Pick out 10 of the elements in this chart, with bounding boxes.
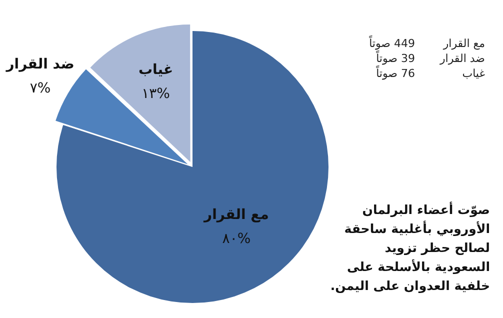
slice-label: ضد القرار [5,56,74,73]
slice-label: مع القرار [203,207,269,224]
slice-label: غياب [138,62,174,78]
text: صوّت أعضاء البرلمان الأوروبي بأغلبية ساحقة لصالح حظر تزويد السعودية بالأسلحة على خلفية العدوان على اليمن. [329,200,490,295]
data-label: %٨٠ [222,231,251,248]
data-label: %١٣ [142,86,170,102]
text: مع القرار 449 صوتاً [369,37,485,50]
data-label: %٧ [30,80,51,97]
text: غياب 76 صوتاً [376,67,485,80]
text: ضد القرار 39 صوتاً [376,52,485,65]
